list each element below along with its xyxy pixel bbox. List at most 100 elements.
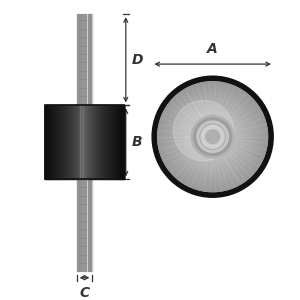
Circle shape	[187, 111, 239, 163]
Circle shape	[181, 105, 244, 169]
Circle shape	[160, 84, 265, 189]
Circle shape	[193, 117, 232, 156]
Circle shape	[172, 96, 253, 177]
Circle shape	[167, 91, 259, 182]
Circle shape	[158, 82, 268, 191]
Circle shape	[171, 95, 254, 178]
Circle shape	[164, 88, 261, 185]
Circle shape	[152, 76, 274, 198]
Circle shape	[174, 98, 251, 176]
Circle shape	[174, 98, 252, 176]
Circle shape	[188, 112, 237, 161]
Circle shape	[200, 124, 226, 150]
Circle shape	[178, 103, 247, 171]
Circle shape	[160, 84, 266, 190]
Circle shape	[190, 114, 235, 159]
Circle shape	[205, 129, 220, 144]
Circle shape	[160, 84, 266, 190]
Circle shape	[182, 106, 243, 167]
Circle shape	[190, 115, 235, 159]
Circle shape	[185, 110, 240, 164]
Circle shape	[164, 88, 262, 186]
Circle shape	[181, 105, 244, 168]
Circle shape	[197, 122, 228, 152]
Circle shape	[168, 92, 257, 181]
Circle shape	[191, 116, 234, 158]
Circle shape	[162, 86, 263, 188]
Circle shape	[189, 113, 236, 160]
Circle shape	[211, 135, 214, 139]
Circle shape	[212, 135, 214, 138]
Circle shape	[164, 88, 261, 185]
Circle shape	[188, 111, 238, 162]
Circle shape	[177, 101, 248, 172]
Circle shape	[199, 123, 226, 150]
Circle shape	[211, 135, 214, 138]
Circle shape	[198, 122, 227, 152]
Circle shape	[178, 102, 247, 172]
Circle shape	[167, 92, 258, 182]
Circle shape	[190, 114, 236, 160]
Circle shape	[183, 107, 243, 167]
Text: D: D	[131, 53, 143, 67]
Circle shape	[167, 91, 259, 183]
Circle shape	[189, 113, 236, 160]
Circle shape	[161, 85, 265, 189]
Circle shape	[211, 134, 215, 139]
Circle shape	[190, 114, 235, 159]
Circle shape	[200, 124, 225, 149]
Circle shape	[212, 136, 214, 138]
Circle shape	[160, 84, 266, 190]
Circle shape	[175, 99, 250, 175]
Circle shape	[204, 128, 221, 146]
Circle shape	[209, 133, 217, 141]
Circle shape	[160, 84, 265, 189]
Text: A: A	[207, 41, 218, 56]
Circle shape	[207, 131, 218, 142]
Circle shape	[183, 107, 242, 166]
Circle shape	[210, 134, 215, 139]
Circle shape	[167, 91, 258, 182]
Circle shape	[202, 127, 223, 147]
Circle shape	[174, 98, 251, 175]
Circle shape	[211, 135, 214, 138]
Circle shape	[173, 97, 252, 176]
Circle shape	[181, 105, 245, 169]
Circle shape	[200, 124, 225, 149]
Circle shape	[170, 94, 255, 179]
Circle shape	[199, 123, 226, 150]
Circle shape	[176, 100, 250, 174]
Circle shape	[165, 89, 260, 184]
Circle shape	[166, 90, 260, 184]
Circle shape	[188, 112, 237, 161]
Circle shape	[206, 130, 220, 144]
Circle shape	[207, 131, 218, 142]
Circle shape	[187, 110, 239, 163]
Circle shape	[205, 129, 220, 144]
Circle shape	[194, 118, 231, 155]
Circle shape	[159, 83, 266, 190]
Circle shape	[195, 119, 231, 155]
Circle shape	[203, 127, 223, 147]
Circle shape	[174, 98, 251, 176]
Circle shape	[198, 122, 227, 151]
Circle shape	[167, 91, 259, 183]
Circle shape	[169, 93, 256, 180]
Circle shape	[182, 106, 243, 167]
Circle shape	[202, 126, 224, 148]
Circle shape	[169, 94, 256, 180]
Circle shape	[192, 116, 233, 158]
Circle shape	[207, 131, 218, 142]
Circle shape	[202, 126, 224, 148]
Circle shape	[192, 116, 233, 157]
Circle shape	[184, 109, 241, 165]
Circle shape	[184, 108, 242, 166]
Circle shape	[178, 102, 247, 171]
Circle shape	[196, 121, 229, 153]
Circle shape	[196, 120, 229, 153]
Circle shape	[205, 129, 220, 144]
Circle shape	[204, 128, 222, 146]
Circle shape	[194, 118, 231, 155]
Circle shape	[191, 115, 235, 159]
Circle shape	[190, 114, 236, 160]
